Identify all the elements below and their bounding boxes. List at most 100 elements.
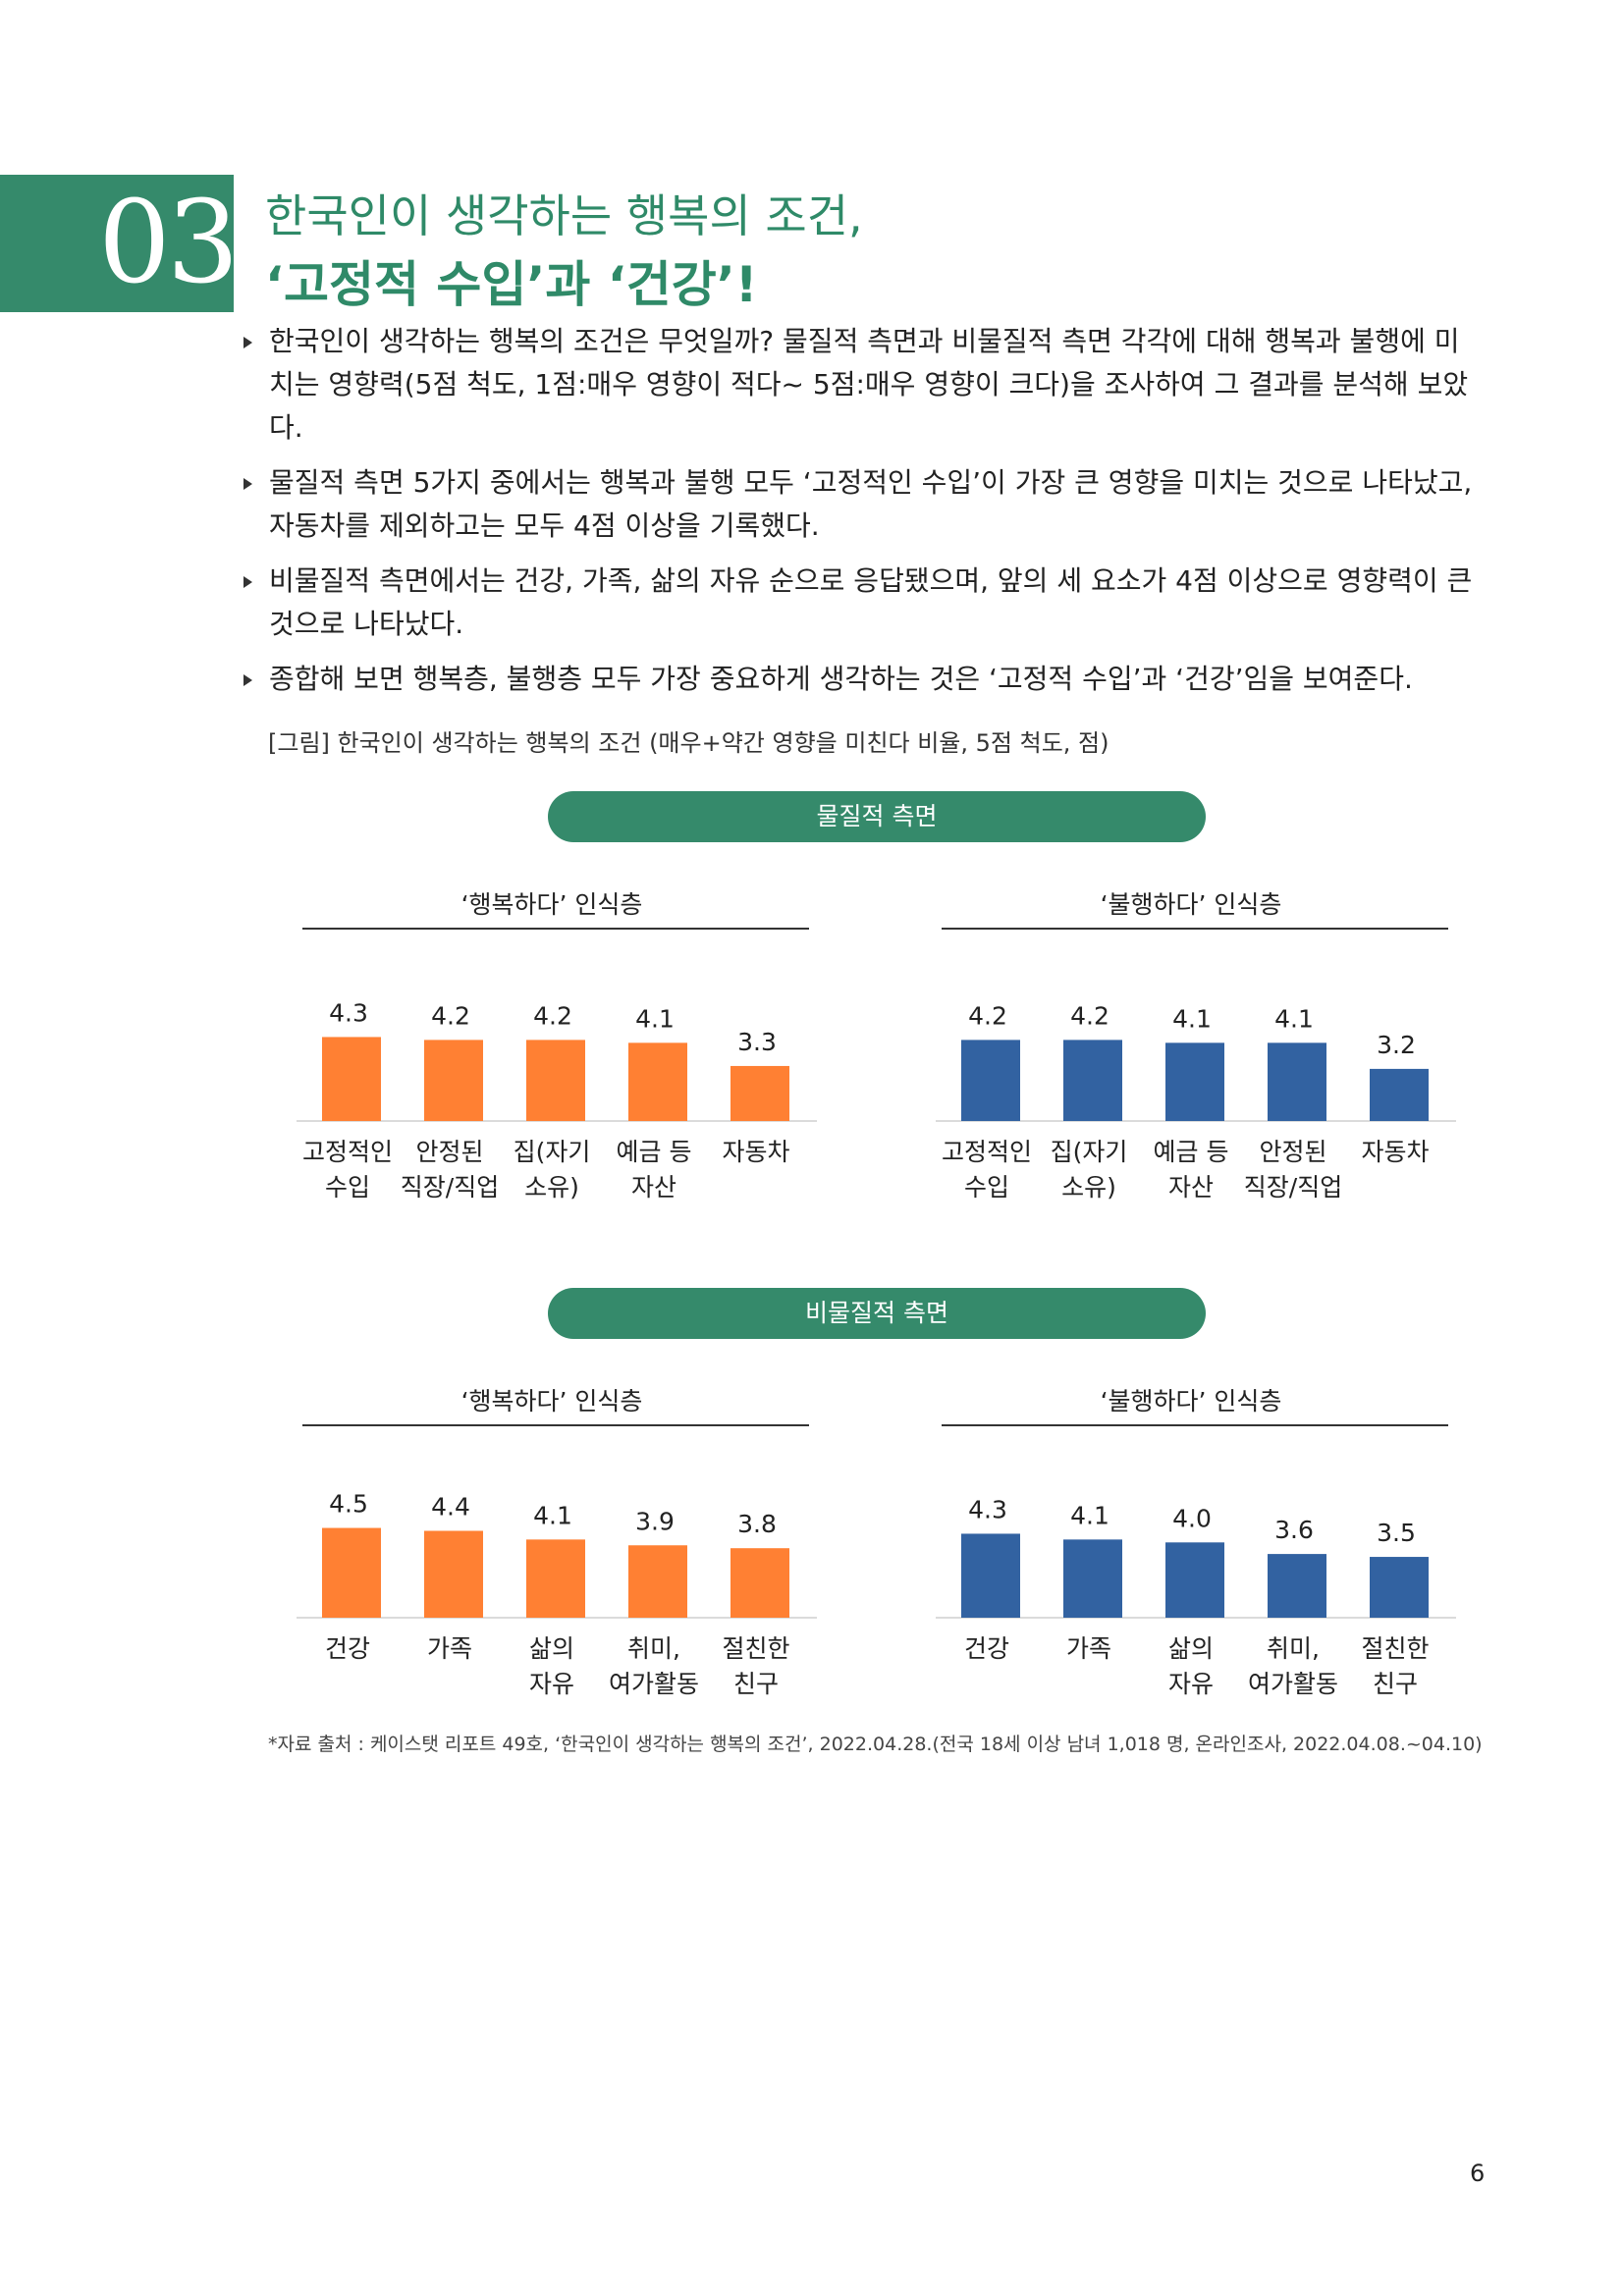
category-label: 예금 등 bbox=[1154, 1138, 1229, 1166]
bar bbox=[1063, 1539, 1122, 1618]
data-label: 4.1 bbox=[1070, 1501, 1109, 1529]
data-label: 4.5 bbox=[329, 1490, 368, 1519]
category-label: 친구 bbox=[1373, 1670, 1418, 1698]
figure-caption: [그림] 한국인이 생각하는 행복의 조건 (매우+약간 영향을 미친다 비율,… bbox=[268, 729, 1109, 757]
category-label: 건강 bbox=[325, 1634, 370, 1663]
data-label: 4.1 bbox=[1274, 1004, 1314, 1033]
data-label: 4.4 bbox=[431, 1493, 470, 1522]
chart-title: ‘불행하다’ 인식층 bbox=[1100, 1387, 1282, 1415]
chart-nonmaterial-happy: ‘행복하다’ 인식층 4.5 건강 4.4 가족 4.1 삶의 자유 3.9 취미, 여가활동 3.… bbox=[297, 1382, 817, 1698]
bar bbox=[1268, 1042, 1326, 1121]
bullet-item: 물질적 측면 5가지 중에서는 행복과 불행 모두 ‘고정적인 수입’이 가장 … bbox=[243, 461, 1483, 548]
category-label: 절친한 bbox=[1361, 1634, 1429, 1663]
section-number-box bbox=[0, 175, 234, 312]
data-label: 3.2 bbox=[1377, 1031, 1416, 1059]
bullet-text: 비물질적 측면에서는 건강, 가족, 삶의 자유 순으로 응답됐으며, 앞의 세… bbox=[269, 564, 1473, 640]
data-label: 4.2 bbox=[968, 1001, 1007, 1030]
data-label: 4.0 bbox=[1172, 1504, 1212, 1532]
bullet-triangle-icon bbox=[243, 674, 252, 686]
bar bbox=[961, 1040, 1020, 1121]
bar bbox=[1165, 1042, 1224, 1121]
category-label: 자산 bbox=[1168, 1173, 1214, 1201]
chart-title: ‘행복하다’ 인식층 bbox=[460, 1387, 643, 1415]
category-label: 취미, bbox=[1267, 1634, 1320, 1663]
category-label: 수입 bbox=[325, 1173, 370, 1201]
bar bbox=[961, 1533, 1020, 1618]
data-label: 3.9 bbox=[635, 1507, 675, 1535]
category-label: 고정적인 bbox=[942, 1138, 1032, 1166]
bar bbox=[730, 1065, 789, 1121]
category-label: 가족 bbox=[427, 1634, 472, 1663]
category-label: 자동차 bbox=[722, 1138, 789, 1166]
category-label: 건강 bbox=[964, 1634, 1009, 1663]
category-label: 자동차 bbox=[1361, 1138, 1429, 1166]
data-label: 4.3 bbox=[968, 1495, 1007, 1523]
nonmaterial-section-pill: 비물질적 측면 bbox=[548, 1288, 1206, 1339]
bar bbox=[526, 1040, 585, 1121]
bar bbox=[730, 1548, 789, 1618]
category-label: 친구 bbox=[733, 1670, 779, 1698]
category-label: 집(자기 bbox=[1051, 1138, 1128, 1166]
bar bbox=[1370, 1068, 1429, 1121]
section-title-line2: ‘고정적 수입’과 ‘건강’! bbox=[265, 256, 758, 313]
data-label: 3.5 bbox=[1377, 1519, 1416, 1547]
category-label: 안정된 bbox=[1259, 1138, 1326, 1166]
section-title-line1: 한국인이 생각하는 행복의 조건, bbox=[265, 189, 863, 242]
chart-title: ‘불행하다’ 인식층 bbox=[1100, 890, 1282, 919]
bullet-triangle-icon bbox=[243, 576, 252, 588]
category-label: 절친한 bbox=[722, 1634, 789, 1663]
data-label: 4.2 bbox=[431, 1001, 470, 1030]
bullet-text: 물질적 측면 5가지 중에서는 행복과 불행 모두 ‘고정적인 수입’이 가장 … bbox=[269, 466, 1473, 542]
category-label: 예금 등 bbox=[617, 1138, 692, 1166]
bullet-text: 한국인이 생각하는 행복의 조건은 무엇일까? 물질적 측면과 비물질적 측면 … bbox=[269, 325, 1469, 444]
data-label: 4.2 bbox=[1070, 1001, 1109, 1030]
bar bbox=[1370, 1557, 1429, 1618]
category-label: 삶의 bbox=[1168, 1634, 1214, 1663]
category-label: 안정된 bbox=[415, 1138, 483, 1166]
category-label: 소유) bbox=[524, 1173, 579, 1201]
page-number: 6 bbox=[1470, 2160, 1486, 2187]
bar bbox=[628, 1545, 687, 1618]
data-label: 4.1 bbox=[533, 1501, 572, 1529]
bullet-item: 종합해 보면 행복층, 불행층 모두 가장 중요하게 생각하는 것은 ‘고정적 … bbox=[243, 658, 1483, 701]
data-label: 4.1 bbox=[1172, 1004, 1212, 1033]
category-label: 집(자기 bbox=[514, 1138, 591, 1166]
material-section-pill: 물질적 측면 bbox=[548, 791, 1206, 842]
bar bbox=[424, 1530, 483, 1618]
category-label: 삶의 bbox=[529, 1634, 574, 1663]
summary-bullets: 한국인이 생각하는 행복의 조건은 무엇일까? 물질적 측면과 비물질적 측면 … bbox=[243, 320, 1483, 713]
bar bbox=[628, 1042, 687, 1121]
category-label: 직장/직업 bbox=[401, 1173, 499, 1201]
section-number: 03 bbox=[98, 177, 240, 309]
category-label: 여가활동 bbox=[1248, 1670, 1338, 1698]
category-label: 소유) bbox=[1061, 1173, 1116, 1201]
data-label: 4.2 bbox=[533, 1001, 572, 1030]
category-label: 고정적인 bbox=[302, 1138, 393, 1166]
data-label: 4.3 bbox=[329, 998, 368, 1027]
bullet-triangle-icon bbox=[243, 337, 252, 348]
data-label: 3.6 bbox=[1274, 1516, 1314, 1544]
source-note: *자료 출처 : 케이스탯 리포트 49호, ‘한국인이 생각하는 행복의 조건… bbox=[268, 1734, 1483, 1755]
category-label: 자산 bbox=[631, 1173, 676, 1201]
bar bbox=[526, 1539, 585, 1618]
bullet-item: 비물질적 측면에서는 건강, 가족, 삶의 자유 순으로 응답됐으며, 앞의 세… bbox=[243, 560, 1483, 646]
category-label: 자유 bbox=[1168, 1670, 1214, 1698]
bar bbox=[424, 1040, 483, 1121]
category-label: 가족 bbox=[1066, 1634, 1111, 1663]
bar bbox=[322, 1037, 381, 1121]
data-label: 4.1 bbox=[635, 1004, 675, 1033]
bar bbox=[1165, 1542, 1224, 1618]
bar bbox=[1063, 1040, 1122, 1121]
data-label: 3.3 bbox=[737, 1028, 777, 1056]
category-label: 취미, bbox=[627, 1634, 680, 1663]
bullet-triangle-icon bbox=[243, 478, 252, 490]
category-label: 수입 bbox=[964, 1173, 1009, 1201]
category-label: 직장/직업 bbox=[1244, 1173, 1342, 1201]
bullet-text: 종합해 보면 행복층, 불행층 모두 가장 중요하게 생각하는 것은 ‘고정적 … bbox=[269, 663, 1413, 695]
chart-title: ‘행복하다’ 인식층 bbox=[460, 890, 643, 919]
